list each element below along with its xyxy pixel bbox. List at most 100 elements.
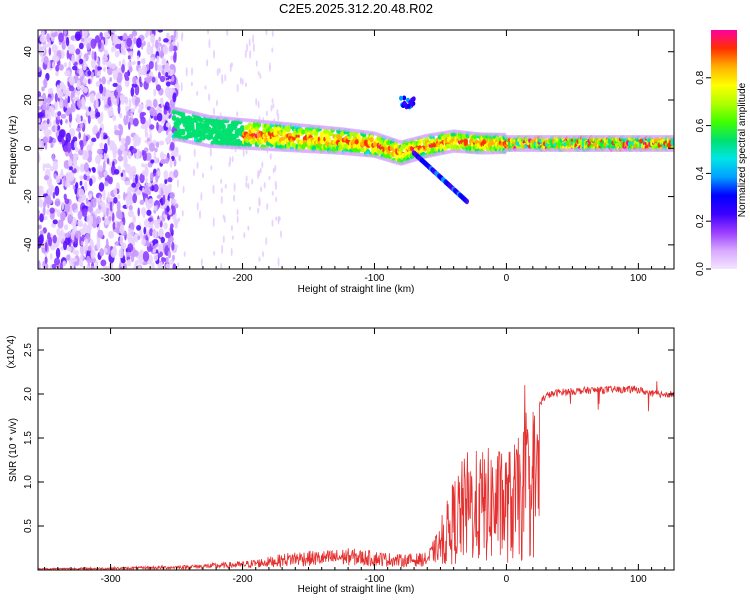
- spectrogram-cell: [159, 97, 163, 104]
- spectrogram-cell: [103, 66, 106, 73]
- spectrogram-cell: [402, 95, 407, 101]
- spectrogram-cell: [112, 82, 118, 88]
- spectrogram-cell: [208, 133, 214, 139]
- spectrogram-cell: [156, 194, 162, 199]
- spectrogram-cell: [147, 217, 153, 222]
- spectrogram-cell: [248, 206, 251, 211]
- spectrogram-cell: [257, 170, 260, 180]
- spectrogram-cell: [89, 256, 96, 264]
- spectrogram-cell: [119, 234, 124, 246]
- spectrogram-cell: [257, 100, 260, 109]
- spectrogram-cell: [66, 141, 72, 153]
- spectrogram-cell: [229, 63, 232, 73]
- spectrogram-cell: [93, 197, 97, 203]
- spectrogram-cell: [125, 135, 131, 146]
- spectrogram-cell: [54, 123, 58, 133]
- spectrogram-cell: [236, 215, 239, 224]
- spectrogram-cell: [109, 143, 113, 151]
- spectrogram-y-tick-label: -40: [23, 237, 34, 252]
- spectrogram-cell: [241, 78, 244, 86]
- spectrogram-cell: [251, 178, 254, 185]
- spectrogram-cell: [47, 186, 53, 198]
- spectrogram-cell: [90, 38, 97, 49]
- spectrogram-cell: [49, 253, 53, 260]
- spectrogram-cell: [125, 96, 128, 106]
- spectrogram-cell: [142, 250, 150, 262]
- spectrogram-cell: [68, 246, 72, 252]
- spectrogram-cell: [247, 225, 250, 231]
- spectrogram-cell: [89, 93, 95, 104]
- spectrogram-cell: [165, 122, 171, 128]
- spectrogram-cell: [111, 46, 115, 53]
- spectrogram-cell: [140, 116, 146, 125]
- spectrogram-cell: [75, 181, 79, 190]
- spectrogram-cell: [81, 234, 85, 242]
- spectrogram-cell: [100, 111, 104, 122]
- spectrogram-cell: [251, 128, 256, 134]
- spectrogram-cell: [152, 108, 156, 115]
- spectrogram-cell: [153, 88, 157, 97]
- spectrogram-cell: [124, 142, 128, 152]
- colorbar-tick-label: 0.2: [695, 214, 706, 228]
- spectrogram-cell: [670, 134, 674, 139]
- snr-panel: -300 -200 -100 0 100 0.5 1.0 1.5 2.0 2.5 Height o…: [6, 327, 675, 595]
- spectrogram-cell: [62, 84, 67, 95]
- spectrogram-cell: [48, 87, 54, 94]
- spectrogram-cell: [148, 142, 155, 152]
- spectrogram-cell: [255, 97, 258, 106]
- spectrogram-cell: [167, 250, 172, 259]
- spectrogram-cell: [171, 75, 175, 83]
- spectrogram-cell: [110, 248, 117, 258]
- spectrogram-cell: [162, 45, 169, 55]
- spectrogram-cell: [66, 49, 70, 60]
- spectrogram-cell: [130, 253, 135, 263]
- spectrogram-cell: [163, 109, 168, 115]
- spectrogram-cell: [132, 176, 136, 185]
- colorbar-label: Normalized spectral amplitude: [737, 82, 748, 217]
- spectrogram-cell: [78, 188, 85, 198]
- spectrogram-cell: [132, 193, 138, 204]
- spectrogram-cell: [63, 193, 67, 201]
- spectrogram-cell: [87, 78, 91, 85]
- spectrogram-cell: [81, 96, 85, 107]
- spectrogram-cell: [60, 229, 64, 237]
- spectrogram-cell: [155, 75, 158, 87]
- spectrogram-cell: [95, 154, 101, 165]
- spectrogram-cell: [182, 185, 185, 194]
- spectrogram-cell: [63, 224, 69, 231]
- spectrogram-cell: [154, 147, 158, 153]
- spectrogram-cell: [77, 148, 84, 156]
- spectrogram-cell: [220, 195, 223, 205]
- spectrogram-cell: [170, 80, 176, 86]
- spectrogram-cell: [128, 200, 132, 206]
- spectrogram-cell: [45, 263, 49, 269]
- spectrogram-cell: [180, 128, 186, 134]
- spectrogram-cell: [144, 218, 150, 228]
- spectrogram-cell: [349, 131, 354, 137]
- spectrogram-cell: [116, 72, 123, 84]
- spectrogram-cell: [111, 165, 115, 173]
- spectrogram-cell: [38, 96, 44, 106]
- spectrogram-cell: [168, 184, 172, 194]
- spectrogram-cell: [114, 129, 120, 136]
- spectrogram-plot-area: [38, 30, 674, 269]
- spectrogram-cell: [153, 254, 159, 262]
- spectrogram-cell: [43, 201, 47, 208]
- spectrogram-cell: [82, 155, 86, 160]
- spectrogram-cell: [98, 182, 105, 192]
- spectrogram-cell: [52, 191, 56, 199]
- spectrogram-cell: [74, 140, 78, 149]
- spectrogram-cell: [51, 44, 58, 53]
- spectrogram-cell: [38, 66, 41, 73]
- spectrogram-cell: [164, 186, 169, 197]
- spectrogram-cell: [50, 243, 56, 251]
- spectrogram-cell: [117, 155, 124, 162]
- spectrogram-cell: [165, 62, 170, 73]
- spectrogram-cell: [463, 138, 468, 144]
- spectrogram-cell: [149, 124, 155, 130]
- spectrogram-cell: [71, 217, 77, 227]
- spectrogram-x-tick-label: -200: [233, 273, 253, 284]
- spectrogram-cell: [90, 248, 96, 259]
- spectrogram-cell: [88, 106, 92, 112]
- spectrogram-cell: [109, 201, 113, 212]
